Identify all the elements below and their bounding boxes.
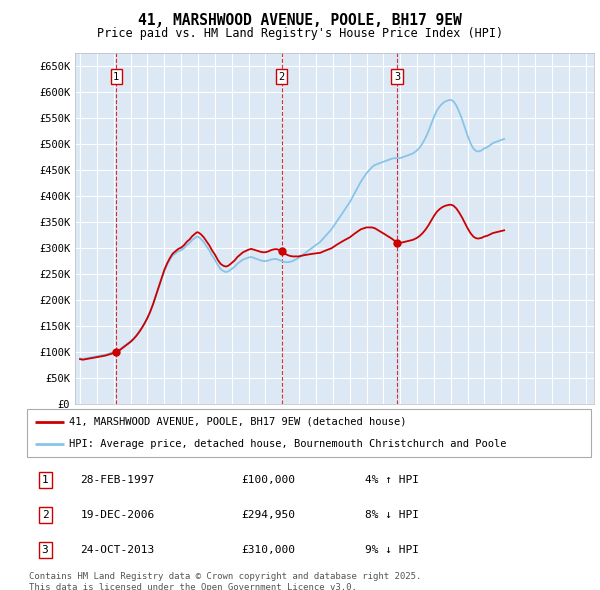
Text: Contains HM Land Registry data © Crown copyright and database right 2025.
This d: Contains HM Land Registry data © Crown c… [29,572,421,590]
Text: 41, MARSHWOOD AVENUE, POOLE, BH17 9EW (detached house): 41, MARSHWOOD AVENUE, POOLE, BH17 9EW (d… [70,417,407,427]
Text: 2: 2 [41,510,49,520]
Text: £100,000: £100,000 [241,475,295,485]
FancyBboxPatch shape [27,409,591,457]
Text: 24-OCT-2013: 24-OCT-2013 [80,545,155,555]
Text: 1: 1 [41,475,49,485]
Text: £310,000: £310,000 [241,545,295,555]
Text: HPI: Average price, detached house, Bournemouth Christchurch and Poole: HPI: Average price, detached house, Bour… [70,439,507,449]
Text: 41, MARSHWOOD AVENUE, POOLE, BH17 9EW: 41, MARSHWOOD AVENUE, POOLE, BH17 9EW [138,13,462,28]
Text: 19-DEC-2006: 19-DEC-2006 [80,510,155,520]
Text: 2: 2 [278,71,285,81]
Text: 28-FEB-1997: 28-FEB-1997 [80,475,155,485]
Text: 3: 3 [394,71,400,81]
Text: 3: 3 [41,545,49,555]
Text: Price paid vs. HM Land Registry's House Price Index (HPI): Price paid vs. HM Land Registry's House … [97,27,503,40]
Text: 8% ↓ HPI: 8% ↓ HPI [365,510,419,520]
Text: £294,950: £294,950 [241,510,295,520]
Text: 9% ↓ HPI: 9% ↓ HPI [365,545,419,555]
Text: 4% ↑ HPI: 4% ↑ HPI [365,475,419,485]
Text: 1: 1 [113,71,119,81]
